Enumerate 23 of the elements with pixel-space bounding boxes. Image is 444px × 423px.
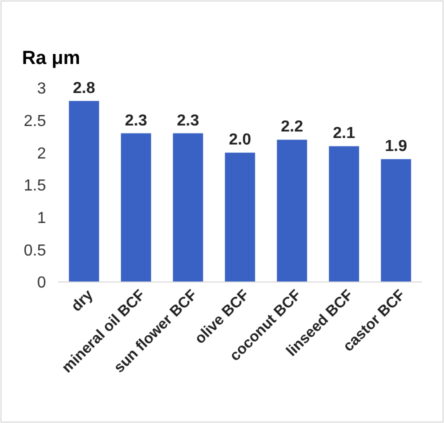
data-label: 2.8 bbox=[72, 80, 96, 97]
data-label: 2.3 bbox=[124, 112, 148, 130]
data-label: 1.9 bbox=[384, 138, 408, 156]
y-tick-label: 0.5 bbox=[24, 242, 46, 260]
y-tick-label: 1 bbox=[37, 210, 46, 227]
y-tick-label: 2 bbox=[37, 145, 46, 162]
bar bbox=[328, 146, 360, 282]
y-tick-label: 3 bbox=[37, 80, 46, 98]
y-tick-label: 0 bbox=[37, 274, 46, 292]
bar bbox=[224, 152, 256, 282]
y-tick-label: 1.5 bbox=[24, 178, 46, 195]
bar bbox=[120, 133, 152, 282]
x-tick-label: dry bbox=[68, 286, 98, 316]
y-tick-label: 2.5 bbox=[24, 112, 46, 130]
data-label: 2.3 bbox=[176, 112, 200, 130]
data-label: 2.0 bbox=[228, 132, 252, 149]
bar bbox=[172, 133, 204, 282]
chart-title: Ra μm bbox=[22, 48, 80, 69]
bar bbox=[276, 140, 308, 282]
bar bbox=[380, 159, 412, 282]
data-label: 2.2 bbox=[280, 118, 304, 136]
bar bbox=[68, 100, 100, 282]
data-label: 2.1 bbox=[332, 125, 356, 142]
